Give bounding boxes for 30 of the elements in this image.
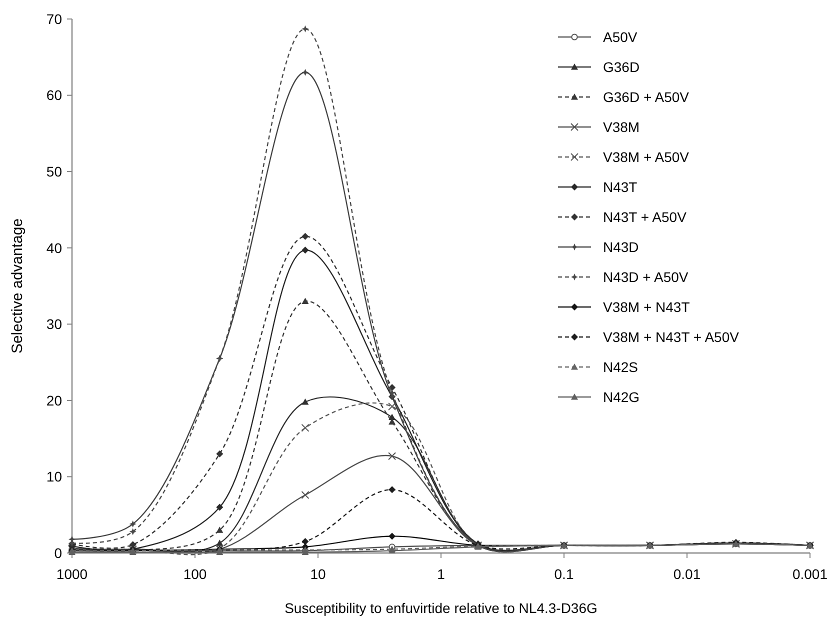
- legend-label: V38M: [603, 118, 640, 135]
- y-tick-label: 60: [46, 87, 62, 104]
- legend-label: G36D: [603, 58, 640, 75]
- x-tick-label: 1: [437, 566, 446, 582]
- legend-label: N43T: [603, 178, 638, 195]
- x-axis-title: Susceptibility to enfuvirtide relative to NL4.3-D36G: [284, 600, 598, 616]
- y-tick-label: 50: [46, 163, 62, 180]
- x-tick-label: 0.1: [554, 566, 574, 582]
- legend-label: N42S: [603, 358, 638, 375]
- legend-label: V38M + A50V: [603, 148, 690, 165]
- legend-label: N43D + A50V: [603, 268, 689, 285]
- y-tick-label: 20: [46, 392, 62, 408]
- x-tick-label: 0.01: [673, 566, 701, 582]
- legend-label: N43D: [603, 238, 639, 255]
- y-tick-label: 40: [46, 240, 62, 256]
- legend-label: N42G: [603, 388, 640, 405]
- legend-label: V38M + N43T + A50V: [603, 328, 740, 345]
- legend-label: N43T + A50V: [603, 208, 688, 225]
- legend-label: V38M + N43T: [603, 298, 690, 315]
- y-axis-title: Selective advantage: [9, 218, 26, 354]
- y-tick-label: 0: [54, 544, 62, 561]
- y-tick-label: 70: [46, 10, 62, 27]
- legend-label: A50V: [603, 28, 638, 45]
- y-tick-label: 10: [46, 468, 62, 485]
- x-tick-label: 10: [310, 566, 326, 582]
- y-tick-label: 30: [46, 316, 62, 332]
- x-tick-label: 100: [183, 566, 207, 582]
- x-tick-label: 0.001: [792, 566, 828, 582]
- legend-label: G36D + A50V: [603, 88, 690, 105]
- x-tick-label: 1000: [56, 566, 88, 582]
